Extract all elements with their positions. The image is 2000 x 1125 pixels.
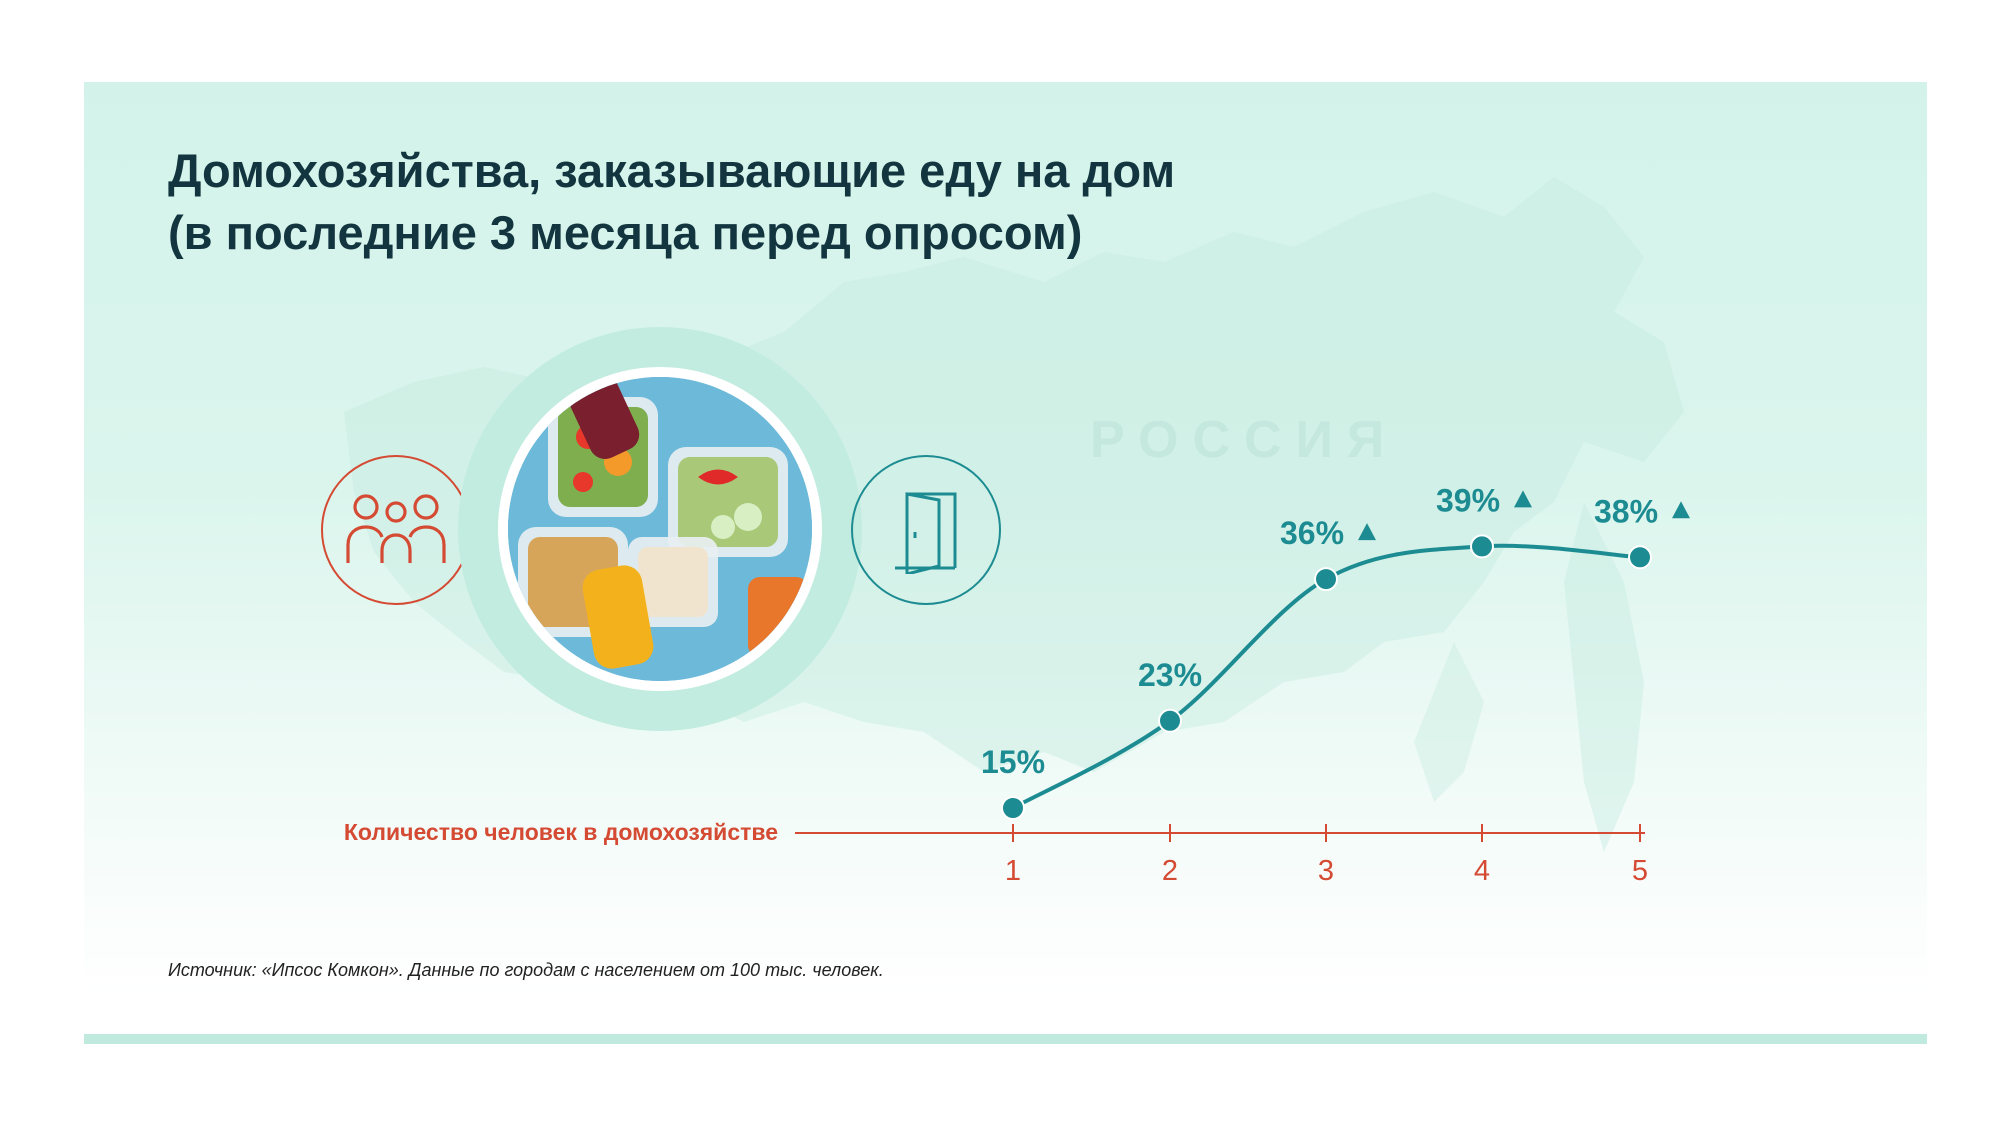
family-icon (321, 455, 471, 605)
x-tick-label: 3 (1318, 855, 1334, 887)
data-point (1470, 534, 1494, 559)
triangle-up-icon (1672, 501, 1690, 519)
data-point (1001, 796, 1025, 820)
x-tick-label: 1 (1005, 855, 1021, 887)
chart-title: Домохозяйства, заказывающие еду на дом (… (168, 140, 1468, 264)
x-axis: Количество человек в домохозяйстве 1 2 3 4 5 (344, 819, 1648, 887)
data-labels: 15% 23% 36% 39% 38% (981, 482, 1690, 780)
data-point (1158, 708, 1182, 733)
triangle-up-icon (1358, 523, 1376, 541)
source-note: Источник: «Ипсос Комкон». Данные по горо… (168, 960, 884, 980)
data-point (1314, 567, 1338, 592)
data-label: 39% (1436, 482, 1500, 518)
triangle-up-icon (1514, 490, 1532, 508)
food-containers-image (508, 377, 812, 681)
x-tick-label: 4 (1474, 855, 1490, 887)
data-label: 15% (981, 744, 1045, 780)
title-line-1: Домохозяйства, заказывающие еду на дом (168, 144, 1176, 197)
data-label: 38% (1594, 493, 1658, 529)
data-point (1628, 545, 1652, 570)
title-line-2: (в последние 3 месяца перед опросом) (168, 206, 1083, 259)
map-label: РОССИЯ (1090, 411, 1399, 469)
data-points (1001, 534, 1652, 820)
x-tick-label: 5 (1632, 855, 1648, 887)
bottom-rule (84, 1034, 1927, 1044)
x-tick-label: 2 (1162, 855, 1178, 887)
door-icon (851, 455, 1001, 605)
data-label: 23% (1138, 657, 1202, 693)
data-label: 36% (1280, 515, 1344, 551)
x-axis-label: Количество человек в домохозяйстве (344, 819, 778, 845)
